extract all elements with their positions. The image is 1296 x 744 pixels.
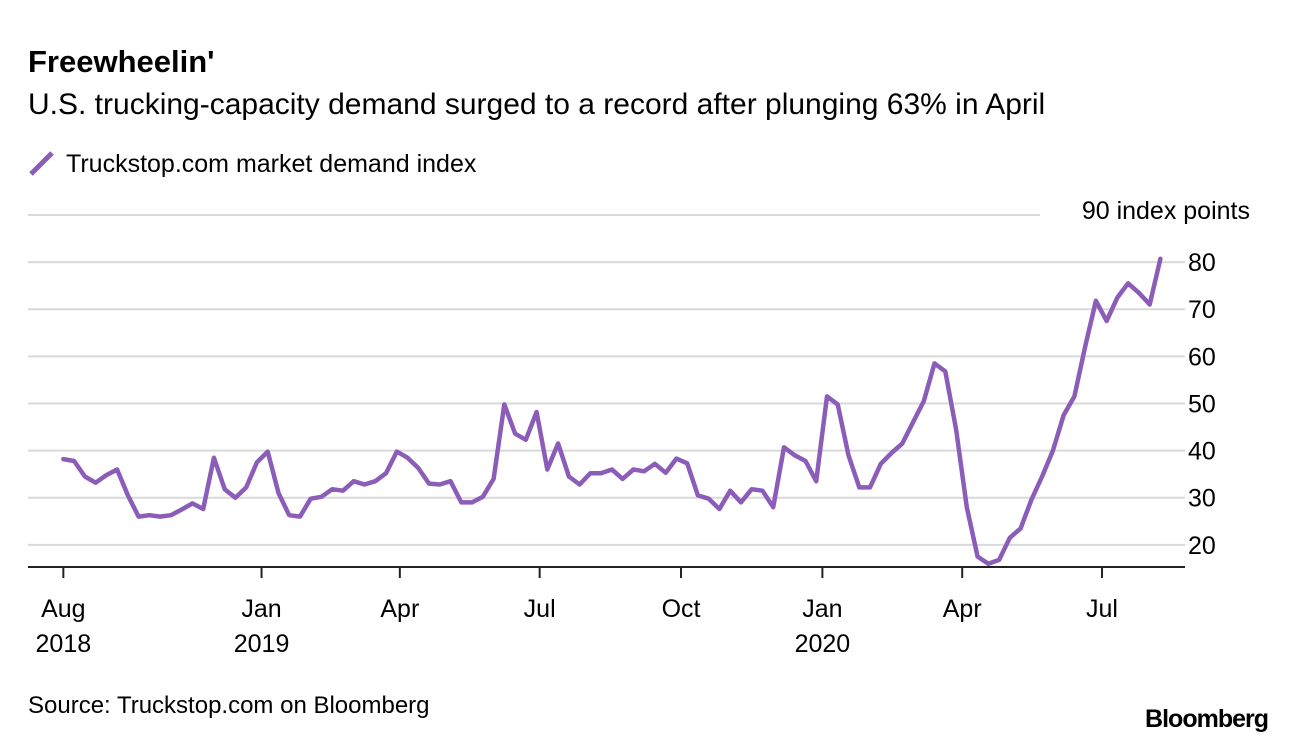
x-tick-label: Aug	[41, 595, 85, 623]
y-tick-label: 60	[1188, 343, 1216, 371]
brand: Bloomberg	[1145, 705, 1268, 733]
source: Source: Truckstop.com on Bloomberg	[28, 692, 430, 719]
x-tick-label: 2019	[234, 630, 290, 658]
legend-swatch	[29, 151, 54, 176]
x-tick-label: Jul	[524, 595, 556, 623]
x-tick-label: 2020	[795, 630, 851, 658]
x-tick-label: Jul	[1086, 595, 1118, 623]
x-tick-label: Apr	[943, 595, 982, 623]
x-tick-label: Apr	[380, 595, 419, 623]
y-tick-label: 30	[1188, 485, 1216, 513]
y-tick-label: 40	[1188, 438, 1216, 466]
y-tick-label: 70	[1188, 296, 1216, 324]
data-line	[61, 256, 1163, 566]
y-tick-label: 20	[1188, 532, 1216, 560]
x-tick-label: 2018	[36, 630, 92, 658]
chart-subtitle: U.S. trucking-capacity demand surged to …	[28, 88, 1045, 121]
chart-title: Freewheelin'	[28, 44, 215, 79]
x-tick-label: Jan	[802, 595, 842, 623]
y-tick-label: 80	[1188, 249, 1216, 277]
x-tick-label: Oct	[662, 595, 701, 623]
x-tick-label: Jan	[241, 595, 281, 623]
legend-label: Truckstop.com market demand index	[66, 150, 477, 178]
y-tick-label: 90 index points	[1082, 197, 1250, 225]
y-tick-label: 50	[1188, 390, 1216, 418]
